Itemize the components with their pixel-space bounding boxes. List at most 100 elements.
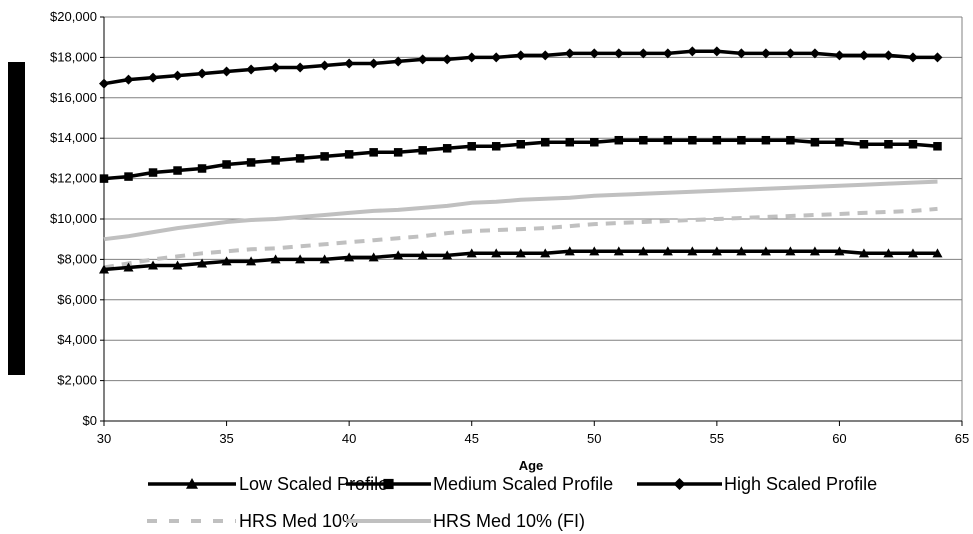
data-point-square <box>344 150 354 159</box>
data-point-square <box>835 137 844 147</box>
legend-label: High Scaled Profile <box>724 474 877 494</box>
data-point-square <box>737 135 746 145</box>
data-point-triangle <box>368 252 379 262</box>
data-point-square <box>663 135 673 145</box>
x-axis-title: Age <box>519 458 544 473</box>
series-group <box>99 46 943 274</box>
data-point-diamond <box>148 72 159 83</box>
x-tick-label: 65 <box>955 431 969 446</box>
data-point-triangle <box>344 252 355 262</box>
series-line <box>103 179 938 242</box>
data-point-triangle <box>687 246 698 256</box>
x-tick-label: 40 <box>342 431 356 446</box>
series-hrs-med-10 <box>103 206 938 270</box>
data-point-square <box>884 140 893 149</box>
series-hrs-med-10-fi <box>103 179 938 242</box>
legend-item: HRS Med 10% <box>147 511 358 531</box>
y-tick-label: $4,000 <box>57 332 97 347</box>
data-point-triangle <box>123 262 134 272</box>
data-point-diamond <box>785 48 796 59</box>
data-point-diamond <box>197 68 208 79</box>
data-point-diamond <box>368 58 379 69</box>
data-point-square <box>295 154 305 163</box>
data-point-square <box>320 152 329 161</box>
data-point-triangle <box>295 254 306 264</box>
y-tick-label: $14,000 <box>50 130 97 145</box>
data-point-triangle <box>197 258 208 268</box>
data-point-square <box>786 135 795 145</box>
data-point-diamond <box>834 50 845 61</box>
data-point-diamond <box>123 74 134 85</box>
data-point-square <box>124 172 133 181</box>
data-point-diamond <box>442 54 453 65</box>
data-point-square <box>933 142 942 151</box>
data-point-triangle <box>932 248 943 258</box>
legend-label: HRS Med 10% (FI) <box>433 511 585 531</box>
data-point-triangle <box>515 248 526 258</box>
series-line <box>103 206 938 270</box>
data-point-triangle <box>834 246 845 256</box>
data-point-diamond <box>662 48 673 59</box>
y-tick-label: $0 <box>83 413 97 428</box>
data-point-diamond <box>932 52 943 63</box>
data-point-diamond <box>172 70 183 81</box>
data-point-square <box>393 148 403 157</box>
data-point-square <box>908 140 918 149</box>
y-tick-label: $20,000 <box>50 9 97 24</box>
data-point-triangle <box>186 478 198 489</box>
x-tick-label: 30 <box>97 431 111 446</box>
data-point-diamond <box>99 78 109 89</box>
legend: Low Scaled Profile Medium Scaled Profile H… <box>147 474 877 531</box>
data-point-triangle <box>662 246 673 256</box>
legend-item: High Scaled Profile <box>637 474 877 494</box>
data-point-triangle <box>785 246 796 256</box>
data-point-triangle <box>638 246 649 256</box>
data-point-square <box>565 137 575 147</box>
data-point-diamond <box>613 48 624 59</box>
x-tick-label: 60 <box>832 431 846 446</box>
data-point-square <box>859 140 869 149</box>
data-point-square <box>639 135 648 145</box>
legend-item: Low Scaled Profile <box>148 474 388 494</box>
data-point-triangle <box>148 260 159 270</box>
data-point-diamond <box>673 478 686 490</box>
data-point-diamond <box>344 58 355 69</box>
data-point-triangle <box>246 256 257 266</box>
data-point-triangle <box>613 246 624 256</box>
data-point-diamond <box>638 48 649 59</box>
data-point-triangle <box>883 248 894 258</box>
legend-label: Low Scaled Profile <box>239 474 388 494</box>
data-point-square <box>712 135 722 145</box>
data-point-square <box>197 164 207 173</box>
data-point-triangle <box>589 246 600 256</box>
y-tick-label: $16,000 <box>50 90 97 105</box>
data-point-triangle <box>270 254 281 264</box>
legend-item: HRS Med 10% (FI) <box>346 511 585 531</box>
x-tick-label: 45 <box>464 431 478 446</box>
data-point-square <box>222 160 231 169</box>
data-point-square <box>246 158 256 167</box>
data-point-diamond <box>515 50 526 61</box>
y-tick-label: $18,000 <box>50 49 97 64</box>
data-point-triangle <box>540 248 551 258</box>
data-point-square <box>491 142 501 151</box>
y-tick-label: $6,000 <box>57 292 97 307</box>
data-point-square <box>688 135 697 145</box>
legend-label: HRS Med 10% <box>239 511 358 531</box>
data-point-square <box>271 156 280 165</box>
data-point-square <box>541 137 550 147</box>
legend-label: Medium Scaled Profile <box>433 474 613 494</box>
data-point-square <box>516 140 525 149</box>
data-point-triangle <box>417 250 428 260</box>
data-point-diamond <box>760 48 771 59</box>
data-point-diamond <box>809 48 820 59</box>
data-point-triangle <box>760 246 771 256</box>
data-point-triangle <box>711 246 722 256</box>
data-point-diamond <box>246 64 257 75</box>
y-tick-label: $2,000 <box>57 373 97 388</box>
data-point-triangle <box>858 248 869 258</box>
series-low-scaled-profile <box>99 246 943 274</box>
tick-labels: $0 $2,000 $4,000 $6,000 $8,000 $10,000 $12,000… <box>50 9 969 446</box>
data-point-square <box>383 478 394 490</box>
